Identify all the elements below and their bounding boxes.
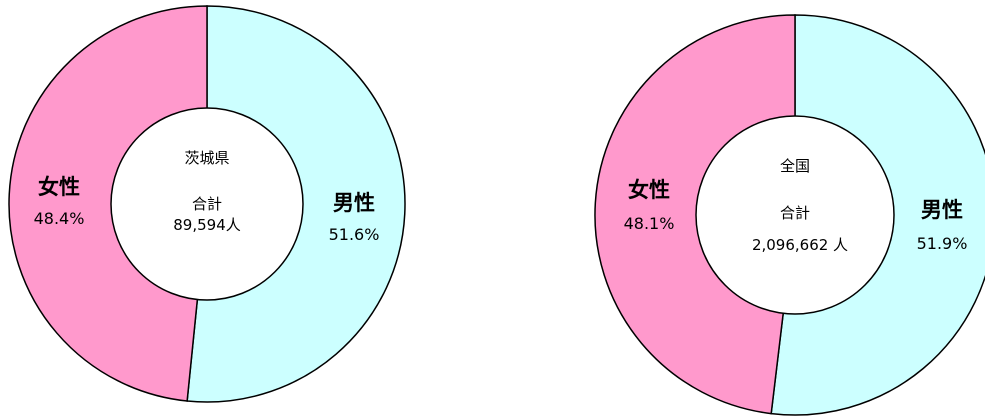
slice-female-ibaraki	[8, 5, 208, 402]
female-percent-ibaraki: 48.4%	[34, 209, 85, 228]
male-label-ibaraki: 男性	[333, 191, 375, 215]
female-percent-national: 48.1%	[624, 214, 675, 233]
male-label-national: 男性	[921, 198, 963, 222]
donut-chart-national: 全国 合計 2,096,662 人 男性 51.9% 女性 48.1%	[594, 14, 985, 416]
female-label-national: 女性	[628, 178, 670, 202]
region-label-national: 全国	[780, 157, 810, 175]
male-percent-national: 51.9%	[917, 234, 968, 253]
donut-hole-national	[695, 115, 895, 315]
total-value-ibaraki: 89,594人	[173, 216, 241, 234]
total-label-ibaraki: 合計	[192, 195, 222, 213]
total-label-national: 合計	[780, 204, 810, 222]
female-label-ibaraki: 女性	[38, 175, 80, 199]
donut-hole-ibaraki	[110, 107, 304, 301]
male-percent-ibaraki: 51.6%	[329, 225, 380, 244]
slice-female-national	[594, 14, 796, 415]
region-label-ibaraki: 茨城県	[184, 149, 229, 167]
total-value-national: 2,096,662 人	[752, 236, 848, 254]
donut-chart-ibaraki: 茨城県 合計 89,594人 男性 51.6% 女性 48.4%	[8, 5, 406, 403]
